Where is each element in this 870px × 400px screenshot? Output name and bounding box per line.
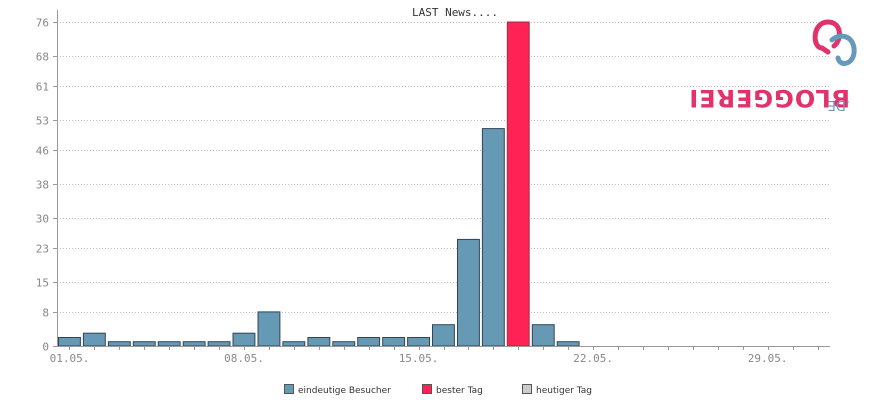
x-tick-label: 15.05.: [399, 352, 439, 365]
y-tick-label: 8: [42, 307, 49, 320]
legend-item-today: heutiger Tag: [522, 384, 592, 398]
bar-day: [481, 128, 505, 347]
legend-label-best-day: bester Tag: [436, 386, 483, 396]
y-tick-label: 76: [36, 17, 49, 30]
bar-day: [357, 337, 381, 347]
bar-day: [382, 337, 406, 347]
legend-swatch-best-day: [422, 384, 432, 394]
chart-title: LAST News....: [412, 6, 498, 19]
bar-day: [107, 341, 131, 347]
bar-day: [58, 337, 81, 347]
y-tick-label: 53: [36, 115, 49, 128]
bar-day: [132, 341, 156, 347]
logo-brand-text: BLOGGEREI: [688, 84, 850, 112]
bar-day: [282, 341, 306, 347]
legend-label-today: heutiger Tag: [536, 386, 593, 396]
grid-lines: [57, 22, 830, 313]
bloggerei-wordmark: BLOGGEREI .DE: [688, 70, 858, 220]
y-axis-ticks: 0 8 15 23 30 38 46 53 61 68 76: [36, 17, 57, 354]
bar-day: [232, 332, 256, 347]
chart-legend: eindeutige Besucher bester Tag heutiger …: [0, 384, 870, 400]
bar-day: [407, 337, 431, 347]
bar-best-day: [506, 21, 530, 347]
bar-day: [556, 341, 580, 347]
y-tick-label: 61: [36, 81, 49, 94]
y-tick-label: 23: [36, 243, 49, 256]
bar-day: [257, 311, 281, 347]
axes: [57, 10, 830, 347]
legend-item-best-day: bester Tag: [422, 384, 483, 398]
legend-swatch-visitors: [284, 384, 294, 394]
bar-day: [531, 324, 555, 347]
y-tick-label: 15: [36, 277, 49, 290]
legend-label-visitors: eindeutige Besucher: [298, 386, 391, 396]
x-tick-label: 01.05.: [50, 352, 90, 365]
bars: [58, 21, 580, 347]
logo-suffix-text: .DE: [827, 97, 850, 112]
y-tick-label: 30: [36, 213, 49, 226]
y-tick-label: 38: [36, 179, 49, 192]
x-axis-ticks: 01.05. 08.05. 15.05. 22.05. 29.05.: [50, 346, 819, 365]
bar-day: [182, 341, 206, 347]
x-tick-label: 08.05.: [224, 352, 264, 365]
bar-day: [432, 324, 455, 347]
y-tick-label: 68: [36, 51, 49, 64]
legend-item-visitors: eindeutige Besucher: [284, 384, 391, 398]
bar-day: [207, 341, 231, 347]
y-tick-label: 46: [36, 145, 49, 158]
x-tick-label: 29.05.: [748, 352, 788, 365]
x-tick-label: 22.05.: [573, 352, 613, 365]
legend-swatch-today: [522, 384, 532, 394]
bar-day: [307, 337, 331, 347]
bloggerei-logo-icon: [812, 19, 857, 66]
y-tick-label: 0: [42, 341, 49, 354]
bar-day: [332, 341, 356, 347]
bloggerei-logo: [808, 18, 868, 218]
bar-day: [457, 238, 480, 347]
bar-day: [157, 341, 181, 347]
bar-day: [82, 332, 106, 347]
